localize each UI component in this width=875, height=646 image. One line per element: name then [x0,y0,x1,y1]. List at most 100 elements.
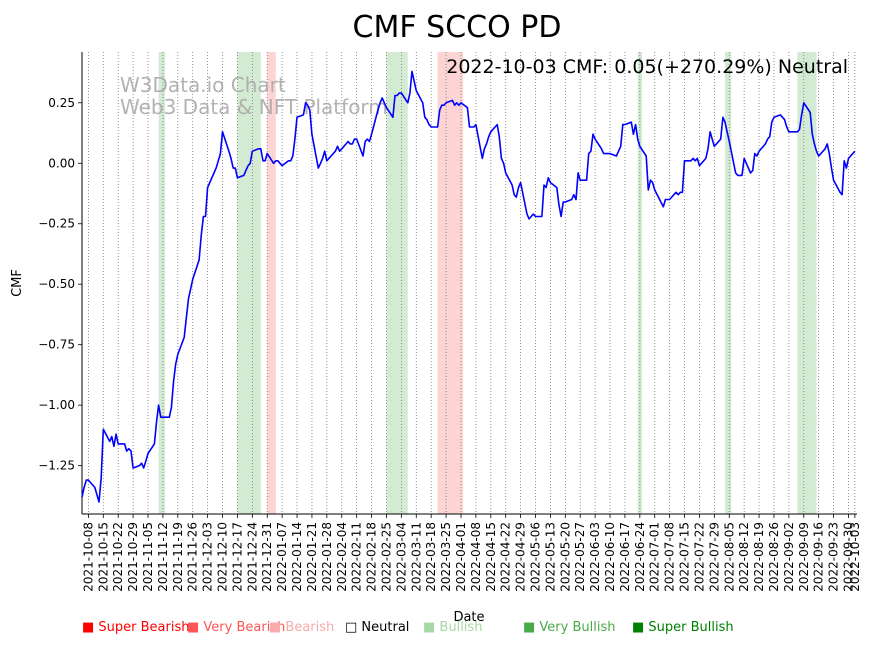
x-tick-label: 2022-06-17 [618,522,632,592]
x-tick-label: 2022-04-29 [514,522,528,592]
x-tick-label: 2022-07-08 [663,522,677,592]
x-tick-label: 2021-12-24 [245,522,259,592]
x-tick-label: 2022-01-21 [305,522,319,592]
signal-band [724,52,732,514]
x-tick-label: 2021-12-17 [230,522,244,592]
legend-label: Bullish [439,620,483,635]
x-tick-label: 2022-04-22 [499,522,513,592]
x-tick-label: 2022-05-20 [558,522,572,592]
axes: 2021-10-08 2021-10-15 2021-10-22 2021-10-29… [38,52,862,592]
signal-bands [158,52,817,514]
date-gridlines [87,52,856,514]
legend-label: Neutral [361,620,410,635]
y-tick-label: −1.00 [38,398,75,412]
x-tick-label: 2022-09-16 [812,522,826,592]
watermark-line-1: W3Data.io Chart [120,73,286,97]
signal-band [437,52,464,514]
x-tick-label: 2021-11-19 [171,522,185,592]
y-tick-label: −0.75 [38,338,75,352]
x-tick-label: 2022-09-02 [782,522,796,592]
x-tick-label: 2022-08-26 [767,522,781,592]
legend-swatch: ■ [632,620,649,635]
x-tick-label: 2022-07-15 [678,522,692,592]
x-tick-label: 2021-11-12 [156,522,170,592]
cmf-line [81,70,856,503]
x-tick-label: 2022-09-23 [827,522,841,592]
x-tick-label: 2022-10-03 [848,522,862,592]
legend-swatch: ■ [423,620,440,635]
legend-label: Very Bullish [539,620,616,635]
legend-label: Bearish [285,620,335,635]
legend-swatch: ■ [269,620,286,635]
x-tick-label: 2022-08-12 [737,522,751,592]
x-tick-label: 2022-01-07 [275,522,289,592]
signal-band [237,52,261,514]
x-tick-label: 2022-03-04 [394,522,408,592]
legend-item: ■ Bullish [423,620,482,635]
x-tick-label: 2022-02-04 [335,522,349,592]
x-tick-label: 2022-06-03 [588,522,602,592]
watermark-line-2: Web3 Data & NFT Platform [120,95,388,119]
signal-band [797,52,817,514]
legend-label: Very Bearish [203,620,286,635]
legend-item: ■ Very Bearish [187,620,285,635]
x-tick-label: 2022-01-14 [290,522,304,592]
x-tick-label: 2022-07-01 [648,522,662,592]
chart-title: CMF SCCO PD [353,10,562,45]
x-tick-label: 2022-06-10 [603,522,617,592]
x-tick-label: 2021-12-31 [260,522,274,592]
legend-item: ■ Super Bullish [632,620,734,635]
x-tick-label: 2022-05-27 [573,522,587,592]
x-tick-label: 2022-09-09 [797,522,811,592]
x-tick-label: 2022-04-08 [469,522,483,592]
x-tick-label: 2022-08-19 [752,522,766,592]
y-tick-label: 0.00 [48,156,75,170]
legend-item: ■ Super Bearish [82,620,190,635]
x-tick-label: 2022-03-25 [439,522,453,592]
x-tick-label: 2022-09-30 [841,522,855,592]
signal-band [386,52,408,514]
x-tick-label: 2021-10-22 [111,522,125,592]
x-tick-label: 2022-02-25 [379,522,393,592]
signal-band [158,52,166,514]
y-axis-label: CMF [10,269,25,297]
x-tick-label: 2022-05-13 [543,522,557,592]
legend-item: ■ Bearish [269,620,334,635]
signal-band [267,52,276,514]
y-tick-label: 0.25 [48,96,75,110]
x-axis-label: Date [453,610,484,625]
x-tick-label: 2021-12-10 [216,522,230,592]
y-tick-label: −0.50 [38,277,75,291]
legend-item: ■ Very Bullish [523,620,615,635]
x-tick-label: 2022-04-15 [484,522,498,592]
legend-item: □ Neutral [345,620,409,635]
x-tick-label: 2022-04-01 [454,522,468,592]
x-tick-label: 2021-10-29 [126,522,140,592]
legend-swatch: ■ [187,620,204,635]
y-tick-label: −1.25 [38,459,75,473]
x-tick-label: 2022-07-29 [707,522,721,592]
legend-swatch: □ [345,620,362,635]
x-tick-label: 2021-10-08 [81,522,95,592]
x-tick-label: 2021-11-26 [186,522,200,592]
x-tick-label: 2022-01-28 [320,522,334,592]
latest-value-annotation: 2022-10-03 CMF: 0.05(+270.29%) Neutral [446,56,848,78]
legend-label: Super Bearish [98,620,190,635]
x-tick-label: 2022-06-24 [633,522,647,592]
cmf-series [81,70,856,503]
legend-label: Super Bullish [648,620,734,635]
x-tick-label: 2021-11-05 [141,522,155,592]
legend-swatch: ■ [82,620,99,635]
x-tick-label: 2022-08-05 [722,522,736,592]
x-tick-label: 2022-03-18 [424,522,438,592]
x-tick-label: 2022-02-11 [350,522,364,592]
legend-swatch: ■ [523,620,540,635]
x-tick-label: 2021-12-03 [201,522,215,592]
x-tick-label: 2022-03-11 [409,522,423,592]
y-tick-label: −0.25 [38,217,75,231]
x-tick-label: 2022-07-22 [692,522,706,592]
x-tick-label: 2022-02-18 [365,522,379,592]
x-tick-label: 2022-05-06 [529,522,543,592]
x-tick-label: 2021-10-15 [96,522,110,592]
